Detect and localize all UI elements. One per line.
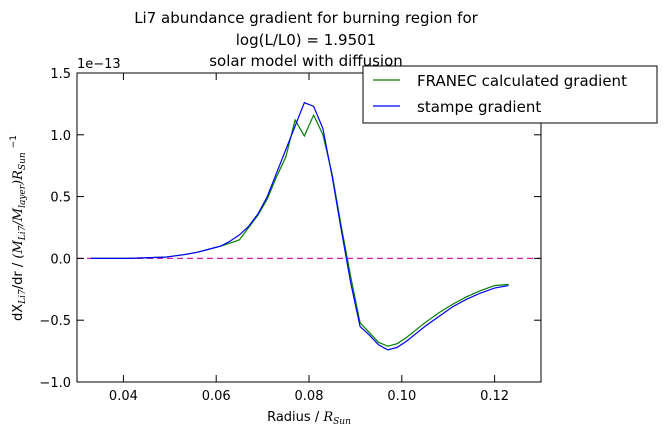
chart-title: Li7 abundance gradient for burning regio…: [134, 9, 478, 70]
x-axis-label: Radius / RSun: [267, 410, 351, 427]
legend-label-stampe: stampe gradient: [417, 98, 541, 116]
x-tick-label: 0.10: [387, 389, 416, 404]
y-tick-label: −1.0: [39, 376, 71, 391]
tick-labels: 0.04 0.06 0.08 0.10 0.12 −1.0 −0.5 0.0 0.5 1.0 1.5: [39, 67, 509, 404]
series-lines: [90, 101, 509, 351]
y-tick-label: 1.5: [50, 67, 71, 82]
y-tick-label: −0.5: [39, 314, 71, 329]
y-tick-label: 1.0: [50, 129, 71, 144]
title-line-3: solar model with diffusion: [209, 52, 403, 70]
x-tick-label: 0.12: [480, 389, 509, 404]
y-tick-label: 0.5: [50, 191, 71, 206]
x-tick-label: 0.04: [109, 389, 138, 404]
legend-box: [362, 65, 658, 124]
legend-label-franec: FRANEC calculated gradient: [417, 72, 627, 90]
y-axis-label: dXLi7/dr / (MLi7/Mlayer)RSun−1: [9, 135, 28, 321]
x-tick-label: 0.06: [202, 389, 231, 404]
title-line-2: log(L/L0) = 1.9501: [236, 31, 376, 49]
y-offset-label: 1e−13: [77, 57, 121, 72]
legend: FRANEC calculated gradient stampe gradie…: [362, 65, 658, 124]
series-line-stampe: [90, 101, 509, 351]
x-tick-label: 0.08: [295, 389, 324, 404]
title-line-1: Li7 abundance gradient for burning regio…: [134, 9, 478, 27]
y-tick-label: 0.0: [50, 252, 71, 267]
